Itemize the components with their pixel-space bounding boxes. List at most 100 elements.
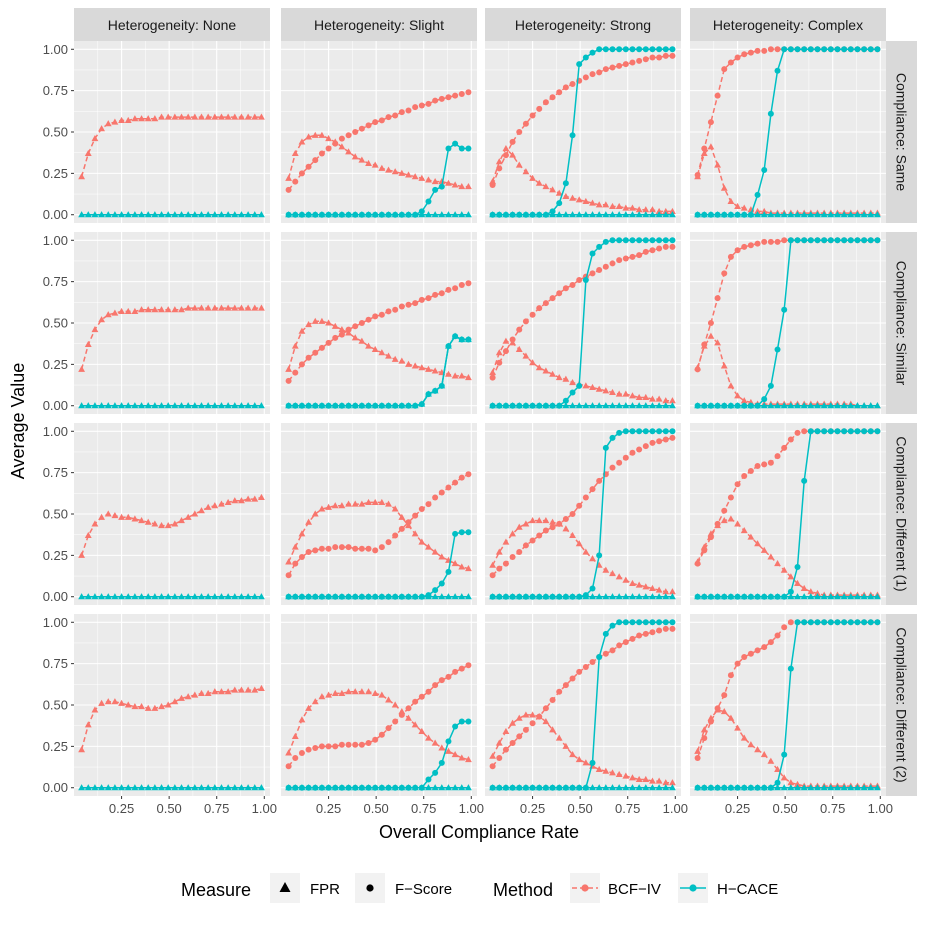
point-h-cace-fscore: [847, 428, 854, 435]
point-bcf-iv-fscore: [734, 54, 741, 61]
panel-r2-c3: [690, 423, 886, 605]
point-h-cace-fpr: [445, 211, 452, 218]
point-h-cace-fscore: [721, 211, 728, 218]
point-h-cace-fpr: [827, 211, 835, 218]
point-bcf-iv-fpr: [138, 306, 145, 313]
point-h-cace-fscore: [821, 237, 828, 244]
point-bcf-iv-fpr: [305, 321, 313, 328]
point-h-cace-fscore: [649, 619, 656, 626]
point-bcf-iv-fpr: [727, 714, 735, 721]
point-bcf-iv-fscore: [332, 743, 339, 750]
point-bcf-iv-fscore: [312, 547, 319, 554]
point-bcf-iv-fscore: [452, 285, 459, 292]
strip-row-0: [886, 41, 917, 223]
point-bcf-iv-fscore: [378, 731, 385, 738]
point-bcf-iv-fscore: [378, 117, 385, 124]
point-bcf-iv-fscore: [345, 132, 352, 139]
point-bcf-iv-fscore: [754, 47, 761, 54]
point-bcf-iv-fscore: [734, 660, 741, 667]
point-h-cace-fscore: [529, 784, 536, 791]
point-bcf-iv-fscore: [636, 632, 643, 639]
point-h-cace-fscore: [345, 402, 352, 409]
point-h-cace-fscore: [662, 237, 669, 244]
point-bcf-iv-fscore: [332, 140, 339, 147]
point-bcf-iv-fscore: [509, 554, 516, 561]
point-h-cace-fscore: [589, 250, 596, 257]
point-h-cace-fscore: [701, 784, 708, 791]
point-bcf-iv-fpr: [629, 774, 636, 781]
point-h-cace-fpr: [451, 593, 459, 600]
point-h-cace-fscore: [801, 237, 808, 244]
point-h-cace-fpr: [144, 402, 152, 409]
point-h-cace-fpr: [431, 593, 439, 600]
point-h-cace-fscore: [325, 402, 332, 409]
point-h-cace-fpr: [78, 211, 86, 218]
legend-fscore-circle-icon: [366, 884, 374, 892]
point-h-cace-fpr: [104, 784, 112, 791]
point-h-cace-fscore: [569, 389, 576, 396]
point-h-cace-fpr: [629, 593, 636, 600]
point-bcf-iv-fpr: [398, 169, 406, 176]
y-tick-label: 0.75: [43, 465, 68, 480]
point-h-cace-fpr: [138, 593, 145, 600]
point-h-cace-fscore: [549, 784, 556, 791]
point-bcf-iv-fpr: [98, 699, 106, 706]
point-h-cace-fpr: [562, 402, 570, 409]
point-h-cace-fscore: [767, 110, 774, 117]
point-h-cace-fscore: [312, 784, 319, 791]
point-h-cace-fscore: [694, 784, 701, 791]
point-h-cace-fpr: [151, 593, 159, 600]
point-h-cace-fpr: [834, 593, 841, 600]
point-h-cace-fscore: [609, 434, 616, 441]
point-h-cace-fscore: [747, 593, 754, 600]
point-bcf-iv-fpr: [291, 543, 299, 550]
point-h-cace-fscore: [542, 784, 549, 791]
point-h-cace-fpr: [787, 211, 795, 218]
point-bcf-iv-fscore: [496, 359, 503, 366]
point-bcf-iv-fscore: [701, 735, 708, 742]
point-bcf-iv-fscore: [352, 741, 359, 748]
point-h-cace-fpr: [669, 593, 676, 600]
point-bcf-iv-fscore: [398, 711, 405, 718]
point-bcf-iv-fpr: [325, 135, 332, 142]
point-h-cace-fpr: [425, 211, 432, 218]
point-bcf-iv-fpr: [431, 367, 439, 374]
point-bcf-iv-fscore: [801, 428, 808, 435]
point-h-cace-fpr: [178, 593, 185, 600]
point-h-cace-fscore: [522, 402, 529, 409]
point-h-cace-fpr: [780, 211, 788, 218]
point-bcf-iv-fscore: [516, 549, 523, 556]
point-bcf-iv-fscore: [398, 525, 405, 532]
point-h-cace-fpr: [662, 211, 670, 218]
point-h-cace-fscore: [662, 428, 669, 435]
point-bcf-iv-fpr: [244, 304, 252, 311]
point-bcf-iv-fscore: [502, 152, 509, 159]
point-bcf-iv-fscore: [701, 341, 708, 348]
point-bcf-iv-fscore: [576, 668, 583, 675]
point-bcf-iv-fpr: [164, 306, 172, 313]
point-bcf-iv-fscore: [529, 311, 536, 318]
point-h-cace-fscore: [741, 784, 748, 791]
point-bcf-iv-fpr: [258, 684, 265, 691]
point-bcf-iv-fpr: [582, 759, 590, 766]
point-h-cace-fscore: [781, 593, 788, 600]
point-h-cace-fscore: [298, 784, 305, 791]
point-bcf-iv-fscore: [656, 627, 663, 634]
series-line-bcf-iv-f-score: [288, 282, 469, 382]
point-bcf-iv-fscore: [338, 331, 345, 338]
point-bcf-iv-fpr: [515, 345, 523, 352]
point-h-cace-fscore: [509, 211, 516, 218]
point-bcf-iv-fscore: [305, 163, 312, 170]
point-bcf-iv-fscore: [536, 105, 543, 112]
strip-row-3: [886, 614, 917, 796]
point-h-cace-fpr: [622, 211, 630, 218]
panel-r2-c1: [281, 423, 477, 605]
point-bcf-iv-fpr: [258, 493, 265, 500]
point-h-cace-fscore: [754, 191, 761, 198]
point-bcf-iv-fpr: [451, 372, 459, 379]
point-bcf-iv-fpr: [760, 546, 768, 553]
point-bcf-iv-fpr: [714, 161, 722, 168]
point-bcf-iv-fscore: [385, 725, 392, 732]
point-h-cace-fscore: [418, 401, 425, 408]
y-axis-title: Average Value: [8, 363, 28, 479]
